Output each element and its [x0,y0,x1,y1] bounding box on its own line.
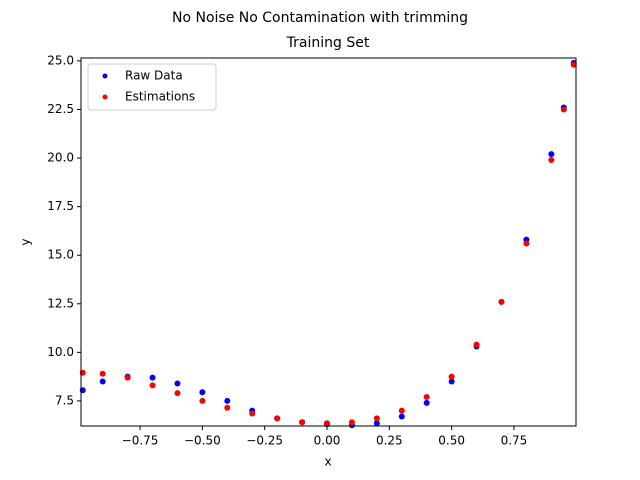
y-tick-label: 10.0 [47,345,74,359]
point [224,404,231,411]
y-tick-label: 12.5 [47,296,74,310]
point [199,389,206,396]
point [498,298,505,305]
point [224,397,231,404]
y-axis-label: y [19,238,33,245]
point [249,410,256,417]
point [199,397,206,404]
x-tick-label: −0.75 [122,434,159,448]
y-tick-label: 25.0 [47,53,74,67]
y-tick-label: 20.0 [47,151,74,165]
point [398,407,405,414]
x-tick-label: −0.25 [246,434,283,448]
x-tick-label: 0.25 [376,434,403,448]
x-tick-label: 0.50 [438,434,465,448]
point [348,419,355,426]
y-tick-label: 17.5 [47,199,74,213]
point [448,378,455,385]
point [448,373,455,380]
y-tick-label: 15.0 [47,248,74,262]
plot-frame [80,57,577,427]
y-tick-label: 22.5 [47,102,74,116]
point [174,380,181,387]
point [299,419,306,426]
point [373,420,380,427]
y-tick-label: 7.5 [55,393,74,407]
point [99,370,106,377]
point [570,61,577,68]
point [124,374,131,381]
x-tick-label: 0.00 [314,434,341,448]
point [398,413,405,420]
point [99,378,106,385]
point [373,415,380,422]
point [423,394,430,401]
point [473,341,480,348]
legend-marker [102,73,108,79]
point [548,157,555,164]
chart-subtitle: Training Set [286,35,370,51]
point [324,420,331,427]
legend-label: Estimations [125,90,195,104]
chart-title: No Noise No Contamination with trimming [172,10,468,26]
x-tick-label: −0.50 [184,434,221,448]
legend-label: Raw Data [125,69,183,83]
point [523,240,530,247]
point [149,374,156,381]
legend-marker [102,94,108,100]
x-axis-label: x [324,455,331,469]
point [174,390,181,397]
point [548,151,555,158]
point [274,415,281,422]
point [149,382,156,389]
x-tick-label: 0.75 [501,434,528,448]
legend-box [87,63,217,111]
point [560,106,567,113]
point [423,399,430,406]
